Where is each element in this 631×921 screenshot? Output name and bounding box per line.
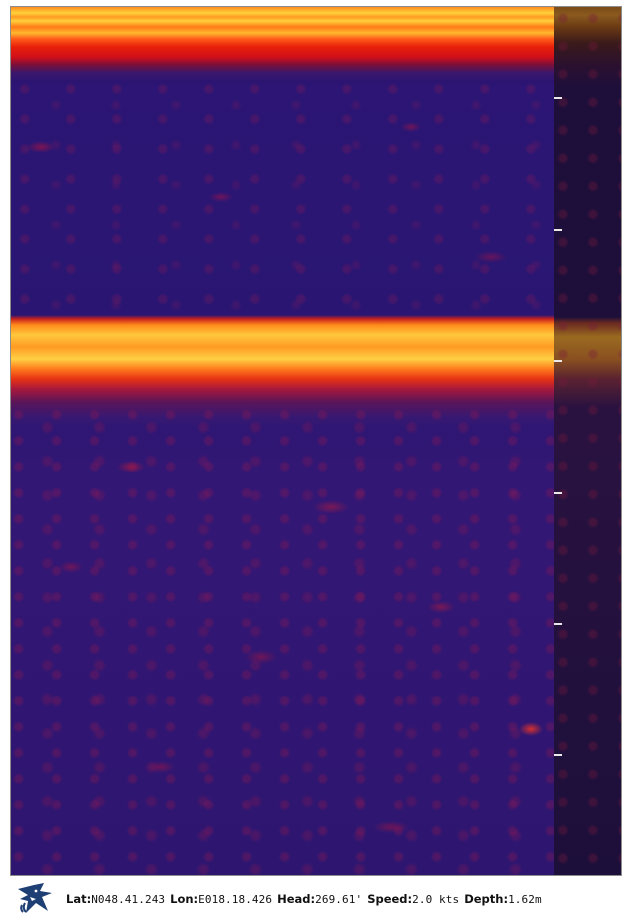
shark-logo-icon [18, 883, 52, 913]
depth-tick [554, 360, 562, 362]
longitude-value: E018.18.426 [198, 893, 273, 906]
speed-readout: Speed: 2.0 kts [367, 892, 459, 906]
latitude-value: N048.41.243 [91, 893, 166, 906]
echogram-view[interactable] [10, 6, 622, 876]
echogram-water-column [11, 7, 554, 875]
latitude-label: Lat: [66, 892, 92, 906]
status-bar: Lat: N048.41.243 Lon: E018.18.426 Head: … [10, 881, 622, 917]
depth-readout: Depth: 1.62m [464, 892, 542, 906]
depth-tick [554, 623, 562, 625]
water-noise-upper [11, 77, 554, 317]
depth-tick [554, 97, 562, 99]
longitude-readout: Lon: E018.18.426 [170, 892, 272, 906]
heading-label: Head: [277, 892, 316, 906]
depth-label: Depth: [464, 892, 509, 906]
latitude-readout: Lat: N048.41.243 [66, 892, 165, 906]
depth-tick [554, 229, 562, 231]
speed-value: 2.0 kts [412, 893, 460, 906]
water-noise-lower [11, 407, 554, 875]
history-strip [554, 7, 621, 875]
longitude-label: Lon: [170, 892, 199, 906]
depth-value: 1.62m [508, 893, 542, 906]
speed-label: Speed: [367, 892, 413, 906]
history-strip-noise [554, 7, 621, 875]
depth-tick [554, 754, 562, 756]
heading-value: 269.61' [315, 893, 363, 906]
depth-tick [554, 492, 562, 494]
heading-readout: Head: 269.61' [277, 892, 362, 906]
